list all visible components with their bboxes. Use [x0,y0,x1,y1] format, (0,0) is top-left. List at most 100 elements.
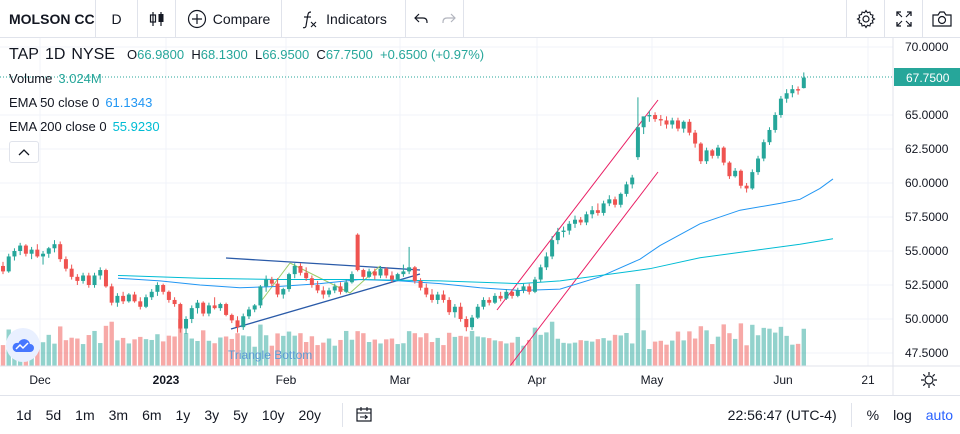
fullscreen-button[interactable] [884,0,922,38]
candle-body [441,294,446,300]
volume-bar [406,331,412,366]
right-tools [846,0,960,38]
time-tick-label: Mar [390,373,411,387]
triangle-lower-line [230,273,421,330]
candle-body [607,199,612,204]
candle-body [338,286,343,292]
range-3m[interactable]: 3m [108,406,129,423]
candle-body [641,116,646,128]
candle-body [184,319,189,329]
range-20y[interactable]: 20y [298,406,322,423]
settings-button[interactable] [846,0,884,38]
date-range-button[interactable] [343,406,385,424]
volume-bar [561,342,566,366]
log-toggle[interactable]: log [893,407,912,423]
candle-body [601,203,606,213]
volume-bar [143,339,149,366]
candle-body [796,89,801,91]
camera-icon [931,11,952,27]
candle-body [687,121,692,133]
candles-icon [149,11,163,26]
legend-volume-row[interactable]: Volume 3.024M [9,67,484,91]
volume-bar [464,336,469,366]
price-tick-label: 62.5000 [905,142,949,156]
volume-bar [321,342,326,366]
candle-body [132,294,137,302]
volume-bar [504,343,509,366]
candle-body [241,316,246,328]
chart-type-button[interactable] [138,0,176,38]
range-3y[interactable]: 3y [204,406,220,423]
volume-bar [481,337,486,366]
volume-bar [721,324,726,366]
candle-body [6,256,11,272]
legend-ticker[interactable]: TAP [9,46,39,63]
volume-bar [601,338,606,366]
indicators-button[interactable]: Indicators [282,0,406,38]
candle-body [315,285,320,291]
ema200-value: 55.9230 [112,119,160,134]
undo-redo-group [406,0,464,38]
auto-toggle[interactable]: auto [925,407,953,423]
candle-body [275,283,280,295]
candle-body [452,306,457,313]
volume-bar [58,326,63,366]
range-1m[interactable]: 1m [75,406,95,423]
percent-toggle[interactable]: % [866,407,880,423]
symbol-search[interactable]: MOLSON CC [0,0,96,38]
function-icon [302,10,317,28]
plus-circle-icon [187,9,206,28]
legend-ema50-row[interactable]: EMA 50 close 0 61.1343 [9,91,484,115]
pattern-leg-line [261,262,291,301]
candle-body [721,147,726,163]
redo-icon[interactable] [441,11,457,27]
candle-body [178,304,183,329]
volume-bar [435,337,440,366]
candle-body [698,143,703,162]
volume-bar [109,321,114,366]
candle-body [252,305,257,310]
undo-icon[interactable] [413,11,429,27]
legend-ema200-row[interactable]: EMA 200 close 0 55.9230 [9,115,484,139]
range-1y[interactable]: 1y [175,406,191,423]
interval-button[interactable]: D [96,0,138,38]
legend-interval: 1D [44,46,66,63]
axis-settings-button[interactable] [921,372,937,388]
snapshot-button[interactable] [922,0,960,38]
time-axis[interactable]: Dec 2023 Feb Mar Apr May Jun 21 [29,373,875,387]
compare-button[interactable]: Compare [176,0,282,38]
candle-body [613,199,618,205]
volume-bar [664,344,669,366]
volume-bar [206,340,212,366]
volume-bar [412,333,418,366]
chart-canvas[interactable]: 70.0000 65.0000 62.5000 60.0000 57.5000 55.00… [0,38,960,395]
volume-bar [389,338,395,366]
last-price-badge [894,68,960,86]
range-10y[interactable]: 10y [261,406,285,423]
candle-body [555,231,560,241]
candle-body [458,306,463,319]
volume-bar [183,332,189,366]
tradingview-logo[interactable] [6,328,40,362]
candle-body [738,170,743,186]
time-tick-label: 21 [861,373,875,387]
last-price-text: 67.7500 [906,71,950,85]
legend-collapse-button[interactable] [9,141,39,163]
candle-body [664,120,669,125]
candle-body [710,150,715,156]
range-5d[interactable]: 5d [45,406,62,423]
candle-body [401,271,406,275]
volume-bar [103,325,109,366]
clock[interactable]: 22:56:47 (UTC-4) [727,407,837,423]
range-6m[interactable]: 6m [142,406,162,423]
range-5y[interactable]: 5y [233,406,248,423]
volume-bar [401,343,406,366]
price-axis[interactable]: 70.0000 65.0000 62.5000 60.0000 57.5000 55.00… [905,40,949,360]
ema-lines [117,178,834,291]
candle-body [481,299,486,307]
candle-body [367,271,372,277]
candle-body [155,285,160,292]
volume-bar [641,330,646,366]
range-1d[interactable]: 1d [16,406,32,423]
candle-body [504,291,509,299]
